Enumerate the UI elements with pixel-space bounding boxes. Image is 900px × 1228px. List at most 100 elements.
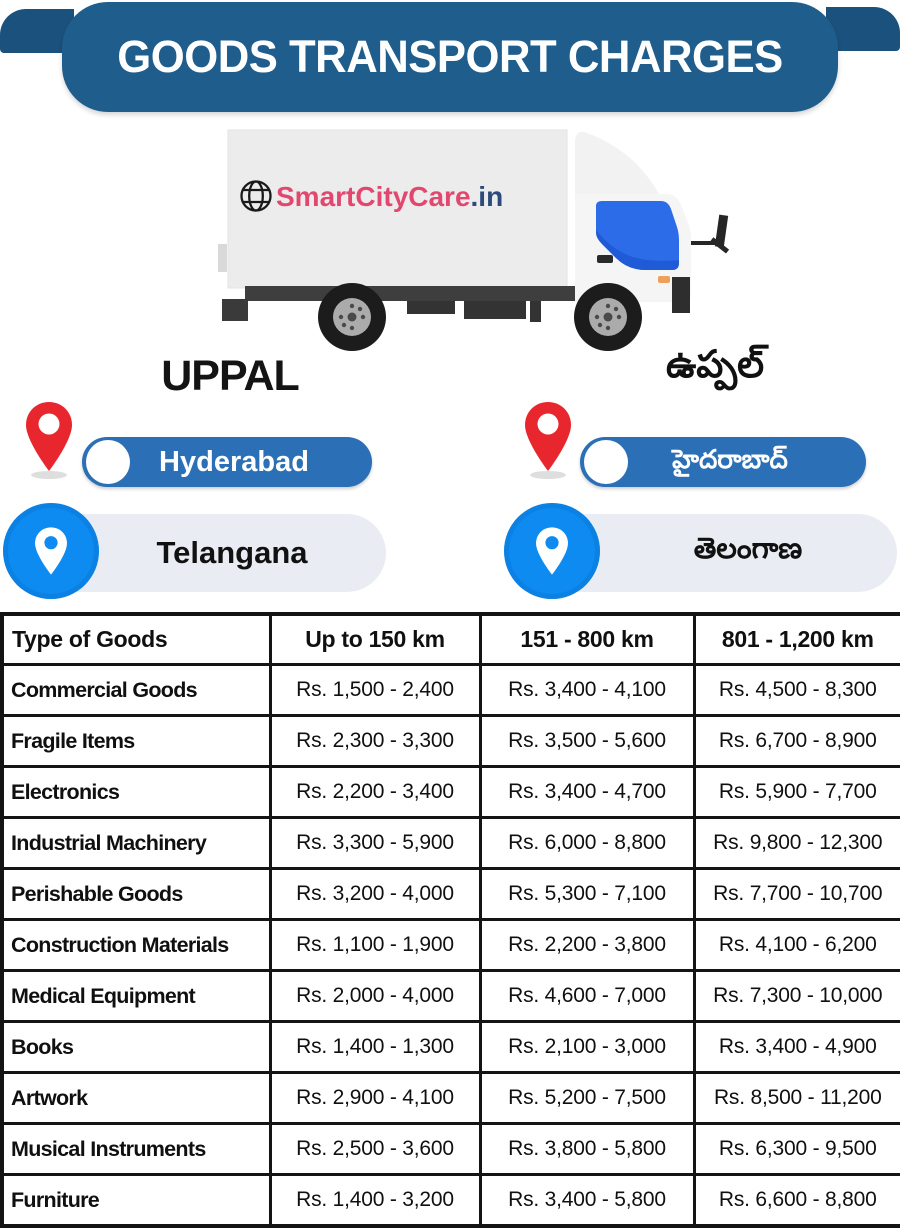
goods-type-cell: Construction Materials	[0, 918, 272, 972]
price-cell: Rs. 3,200 - 4,000	[268, 867, 482, 921]
price-cell: Rs. 2,200 - 3,400	[268, 765, 482, 819]
column-header-dist2: 151 - 800 km	[478, 612, 696, 666]
truck-cargo-box	[227, 129, 568, 289]
price-cell: Rs. 3,400 - 4,700	[478, 765, 696, 819]
state-label: Telangana	[156, 535, 308, 570]
banner-ribbon-left	[0, 9, 74, 53]
price-cell: Rs. 1,500 - 2,400	[268, 663, 482, 717]
truck-mirror-bracket	[710, 237, 730, 254]
page-title: GOODS TRANSPORT CHARGES	[117, 31, 783, 82]
table-row: Construction Materials Rs. 1,100 - 1,900 R…	[0, 918, 900, 972]
price-cell: Rs. 2,200 - 3,800	[478, 918, 696, 972]
goods-type-cell: Artwork	[0, 1071, 272, 1125]
globe-icon	[240, 180, 272, 212]
charges-table: Type of Goods Up to 150 km 151 - 800 km …	[0, 612, 900, 1228]
price-cell: Rs. 7,700 - 10,700	[692, 867, 900, 921]
column-header-dist3: 801 - 1,200 km	[692, 612, 900, 666]
truck-side-tab	[218, 244, 227, 272]
goods-type-cell: Medical Equipment	[0, 969, 272, 1023]
price-cell: Rs. 6,000 - 8,800	[478, 816, 696, 870]
truck-underbody-part	[530, 301, 541, 322]
location-badge	[3, 503, 99, 599]
goods-type-cell: Musical Instruments	[0, 1122, 272, 1176]
table-row: Medical Equipment Rs. 2,000 - 4,000 Rs. 4,…	[0, 969, 900, 1023]
price-cell: Rs. 3,400 - 5,800	[478, 1173, 696, 1228]
city-pill-english: Hyderabad	[82, 437, 372, 487]
table-row: Furniture Rs. 1,400 - 3,200 Rs. 3,400 - 5,…	[0, 1173, 900, 1228]
price-cell: Rs. 5,300 - 7,100	[478, 867, 696, 921]
truck-rear-bumper	[222, 299, 248, 321]
table-header-row: Type of Goods Up to 150 km 151 - 800 km …	[0, 612, 900, 666]
location-badge	[504, 503, 600, 599]
brand-tld-text: .in	[471, 181, 504, 212]
table-row: Industrial Machinery Rs. 3,300 - 5,900 Rs.…	[0, 816, 900, 870]
price-cell: Rs. 6,700 - 8,900	[692, 714, 900, 768]
truck-door-handle	[597, 255, 613, 263]
banner-ribbon-right	[826, 7, 900, 51]
price-cell: Rs. 2,900 - 4,100	[268, 1071, 482, 1125]
city-pill-telugu: హైదరాబాద్	[580, 437, 866, 487]
truck-cab-deflector	[575, 132, 659, 194]
price-cell: Rs. 6,600 - 8,800	[692, 1173, 900, 1228]
state-label: తెలంగాణ	[693, 533, 803, 565]
location-pin-icon	[35, 527, 67, 575]
price-cell: Rs. 3,400 - 4,100	[478, 663, 696, 717]
table-row: Commercial Goods Rs. 1,500 - 2,400 Rs. 3,4…	[0, 663, 900, 717]
rear-wheel	[318, 283, 386, 351]
truck-indicator-light	[658, 276, 670, 283]
price-cell: Rs. 3,800 - 5,800	[478, 1122, 696, 1176]
location-pin-icon	[536, 527, 568, 575]
price-cell: Rs. 3,500 - 5,600	[478, 714, 696, 768]
truck-front-bumper	[672, 277, 690, 313]
charges-table-body: Commercial Goods Rs. 1,500 - 2,400 Rs. 3,4…	[0, 663, 900, 1228]
city-label: హైదరాబాద్	[672, 443, 788, 474]
column-header-dist1: Up to 150 km	[268, 612, 482, 666]
truck-mirror-arm	[691, 241, 720, 245]
area-title-english: UPPAL	[161, 352, 300, 400]
area-title-telugu: ఉప్పల్	[665, 344, 765, 386]
table-row: Artwork Rs. 2,900 - 4,100 Rs. 5,200 - 7,50…	[0, 1071, 900, 1125]
price-cell: Rs. 8,500 - 11,200	[692, 1071, 900, 1125]
table-row: Fragile Items Rs. 2,300 - 3,300 Rs. 3,500 …	[0, 714, 900, 768]
city-label: Hyderabad	[159, 445, 309, 478]
price-cell: Rs. 7,300 - 10,000	[692, 969, 900, 1023]
brand-name-text: SmartCityCare	[276, 181, 471, 212]
column-header-goods: Type of Goods	[0, 612, 272, 666]
price-cell: Rs. 3,400 - 4,900	[692, 1020, 900, 1074]
goods-type-cell: Perishable Goods	[0, 867, 272, 921]
table-row: Books Rs. 1,400 - 1,300 Rs. 2,100 - 3,000 R…	[0, 1020, 900, 1074]
price-cell: Rs. 5,900 - 7,700	[692, 765, 900, 819]
price-cell: Rs. 9,800 - 12,300	[692, 816, 900, 870]
map-pin-icon	[26, 402, 72, 479]
table-row: Perishable Goods Rs. 3,200 - 4,000 Rs. 5,3…	[0, 867, 900, 921]
map-pin-icon	[525, 402, 571, 479]
price-cell: Rs. 1,400 - 1,300	[268, 1020, 482, 1074]
price-cell: Rs. 4,100 - 6,200	[692, 918, 900, 972]
price-cell: Rs. 2,000 - 4,000	[268, 969, 482, 1023]
goods-type-cell: Commercial Goods	[0, 663, 272, 717]
header-banner: GOODS TRANSPORT CHARGES	[62, 2, 838, 112]
table-row: Electronics Rs. 2,200 - 3,400 Rs. 3,400 - …	[0, 765, 900, 819]
truck-illustration: SmartCityCare.in	[218, 129, 730, 351]
goods-type-cell: Electronics	[0, 765, 272, 819]
price-cell: Rs. 6,300 - 9,500	[692, 1122, 900, 1176]
goods-type-cell: Furniture	[0, 1173, 272, 1228]
price-cell: Rs. 4,600 - 7,000	[478, 969, 696, 1023]
front-wheel	[574, 283, 642, 351]
brand-text: SmartCityCare.in	[276, 181, 503, 212]
price-cell: Rs. 3,300 - 5,900	[268, 816, 482, 870]
brand-logo: SmartCityCare.in	[240, 180, 503, 212]
price-cell: Rs. 1,400 - 3,200	[268, 1173, 482, 1228]
price-cell: Rs. 5,200 - 7,500	[478, 1071, 696, 1125]
truck-chassis	[245, 286, 585, 301]
price-cell: Rs. 2,100 - 3,000	[478, 1020, 696, 1074]
truck-fuel-tank	[464, 301, 526, 319]
price-cell: Rs. 2,300 - 3,300	[268, 714, 482, 768]
price-cell: Rs. 1,100 - 1,900	[268, 918, 482, 972]
goods-type-cell: Books	[0, 1020, 272, 1074]
price-cell: Rs. 2,500 - 3,600	[268, 1122, 482, 1176]
goods-type-cell: Fragile Items	[0, 714, 272, 768]
truck-underbody-part	[407, 301, 455, 314]
truck-windshield-shade	[596, 230, 679, 270]
goods-type-cell: Industrial Machinery	[0, 816, 272, 870]
